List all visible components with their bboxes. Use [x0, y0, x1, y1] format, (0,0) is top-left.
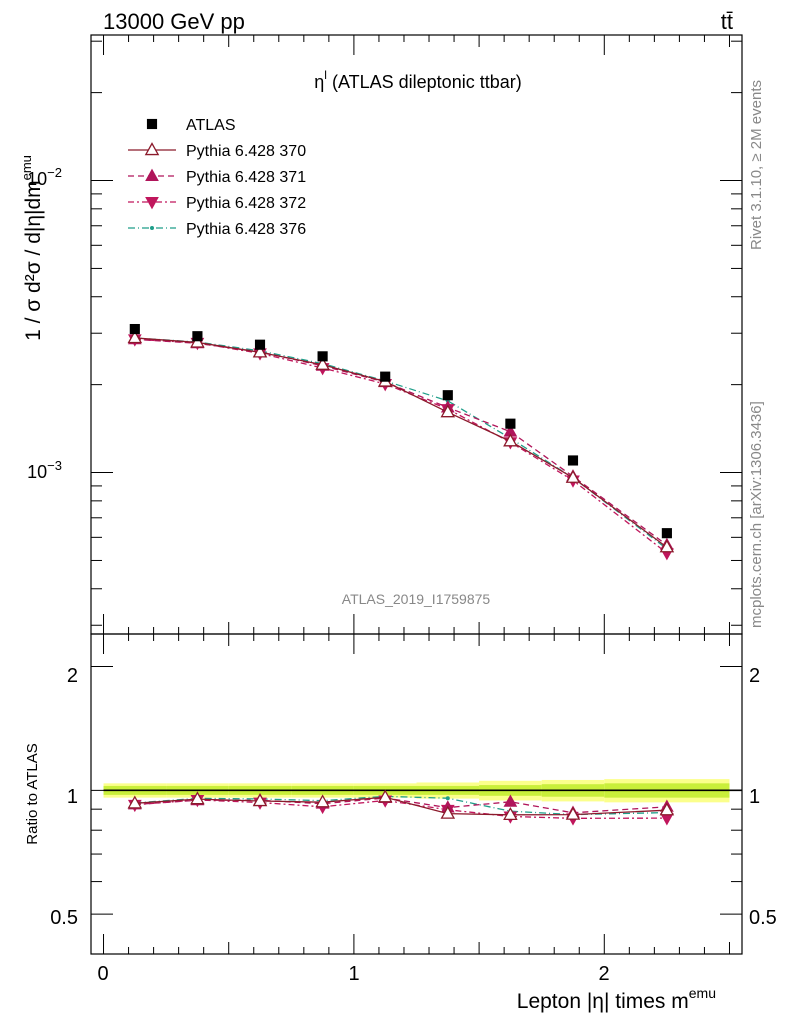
series-0-main-point [129, 323, 140, 335]
legend-label-atlas: ATLAS [186, 117, 236, 134]
legend-marker-0 [146, 118, 158, 130]
series-3-main-line [134, 338, 668, 554]
ratio-series-group [127, 789, 675, 826]
ratio-ytick-label-0p5-right: 0.5 [749, 907, 777, 929]
main-ytick-label-1e-3: 10−3 [27, 458, 62, 482]
legend-marker-1 [144, 142, 160, 156]
series-1-ratio-point [659, 802, 675, 816]
series-1-main-point [503, 433, 518, 447]
legend: ATLAS Pythia 6.428 370 Pythia 6.428 371 … [128, 117, 306, 238]
series-1-main-point [659, 539, 675, 553]
series-1-ratio-point [127, 795, 143, 809]
ratio-ytick-label-1: 1 [67, 786, 78, 808]
series-4-main-line [134, 337, 668, 550]
x-tick-label-0: 0 [97, 963, 108, 985]
series-1-main-point [190, 334, 205, 348]
legend-label-372: Pythia 6.428 372 [186, 195, 306, 212]
main-ytick-label-1e-2: 10−2 [27, 165, 62, 189]
side-mcplots-label: mcplots.cern.ch [arXiv:1306.3436] [748, 401, 765, 628]
ratio-uncertainty-band [103, 779, 742, 803]
header-energy: 13000 GeV pp [103, 9, 245, 34]
y-axis-label: 1 / σ d²σ / d|η|dmemu [19, 155, 45, 341]
series-0-main-point [442, 390, 453, 401]
ratio-panel: 2 1 0.5 2 1 0.5 Ratio to ATLAS 0 1 2 Lep… [24, 633, 777, 1013]
series-1-ratio-point [377, 789, 393, 803]
series-4-ratio-point [445, 796, 450, 801]
series-0-main-point [661, 528, 672, 539]
series-1-ratio-point [315, 794, 330, 808]
series-1-main-point [440, 404, 456, 418]
legend-label-376: Pythia 6.428 376 [186, 221, 306, 238]
ratio-ytick-label-1-right: 1 [749, 786, 760, 808]
series-1-main-line [134, 337, 668, 548]
main-series-group [127, 323, 675, 561]
series-0-main-point [254, 339, 266, 350]
ratio-y-axis-label: Ratio to ATLAS [24, 743, 41, 844]
ratio-frame [90, 633, 743, 955]
analysis-id-label: ATLAS_2019_I1759875 [342, 591, 491, 607]
series-0-main-point [192, 331, 203, 342]
x-tick-label-1: 1 [348, 963, 359, 985]
ratio-axis-ticks [91, 634, 742, 955]
series-3-ratio-line [134, 799, 667, 819]
legend-markers [128, 118, 176, 230]
series-2-main-line [134, 338, 668, 546]
main-panel: 10−2 10−3 ηl (ATLAS dileptonic ttbar) AT… [19, 34, 743, 635]
ratio-ytick-label-2-right: 2 [749, 665, 760, 687]
legend-label-371: Pythia 6.428 371 [186, 169, 306, 186]
series-1-main-point [315, 356, 330, 370]
side-rivet-label: Rivet 3.1.10, ≥ 2M events [748, 80, 765, 250]
series-1-ratio-point [252, 793, 268, 807]
x-axis-label: Lepton |η| times memu [517, 985, 716, 1013]
series-1-main-point [127, 330, 143, 344]
series-1-ratio-point [565, 806, 581, 820]
ratio-ytick-label-0p5: 0.5 [50, 907, 78, 929]
legend-marker-3 [145, 197, 159, 210]
series-0-main-point [380, 371, 391, 382]
series-1-ratio-point [190, 791, 205, 805]
header-process: tt̄ [721, 9, 733, 34]
legend-label-370: Pythia 6.428 370 [186, 143, 306, 160]
ratio-ytick-label-2: 2 [67, 665, 78, 687]
series-2-ratio-point [503, 794, 518, 807]
x-tick-label-2: 2 [598, 963, 609, 985]
series-1-ratio-point [440, 805, 456, 819]
series-1-main-point [565, 469, 581, 483]
legend-marker-4 [150, 226, 154, 230]
series-0-main-point [567, 455, 579, 466]
series-1-ratio-point [503, 806, 518, 821]
series-0-main-point [317, 351, 328, 362]
chart-title: ηl (ATLAS dileptonic ttbar) [314, 68, 521, 92]
main-axis-ticks [91, 35, 742, 634]
legend-marker-2 [145, 168, 159, 181]
series-1-main-point [252, 344, 268, 358]
series-0-main-point [505, 418, 516, 429]
